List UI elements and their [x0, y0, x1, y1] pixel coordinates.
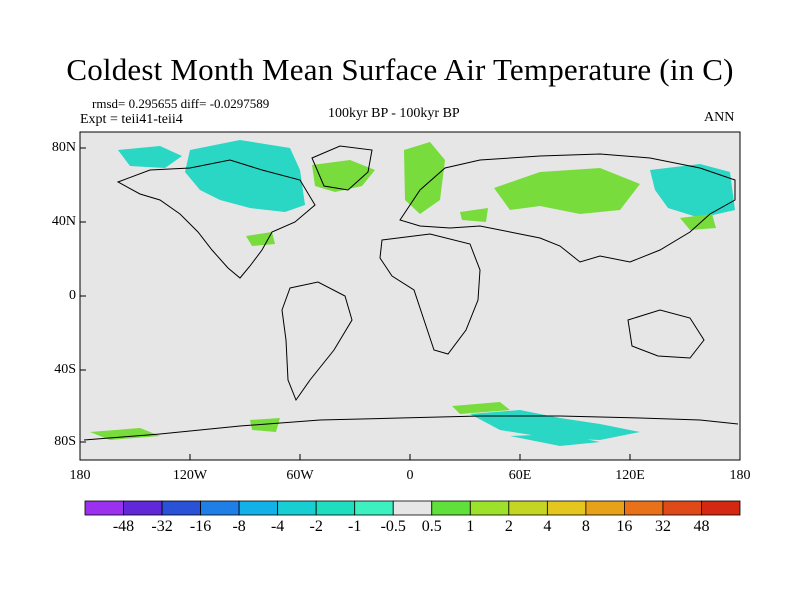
colorbar-label: 1	[466, 518, 475, 535]
stats-line: rmsd= 0.295655 diff= -0.0297589	[92, 96, 270, 111]
colorbar	[84, 500, 741, 516]
colorbar-swatch	[469, 500, 510, 516]
lat-tick-40n: 40N	[51, 214, 76, 229]
colorbar-label: -48	[112, 518, 135, 535]
colorbar-label: -32	[151, 518, 173, 535]
colorbar-label: 4	[543, 518, 552, 535]
lon-tick-120w: 120W	[172, 468, 208, 483]
lat-tick-80s: 80S	[54, 434, 76, 449]
colorbar-label: 8	[581, 518, 590, 535]
colorbar-label: -0.5	[380, 518, 406, 535]
colorbar-swatch	[508, 500, 548, 516]
lat-tick-40s: 40S	[54, 362, 76, 377]
colorbar-swatch	[161, 500, 201, 516]
lon-tick-180e: 180	[729, 468, 751, 483]
colorbar-label: 16	[616, 518, 633, 535]
lon-tick-120e: 120E	[615, 468, 645, 483]
colorbar-swatch	[431, 500, 471, 516]
warm-anomaly-patches	[90, 142, 716, 440]
colorbar-swatch	[123, 500, 163, 516]
lat-tick-0: 0	[69, 288, 76, 303]
colorbar-label: 0.5	[421, 518, 442, 535]
colorbar-swatch	[585, 500, 625, 516]
colorbar-swatch	[238, 500, 279, 516]
lon-tick-180w: 180	[69, 468, 91, 483]
colorbar-label: -16	[189, 518, 212, 535]
experiment-label: Expt = teii41-teii4	[80, 112, 183, 127]
colorbar-swatch	[84, 500, 124, 516]
colorbar-label: 32	[654, 518, 671, 535]
colorbar-swatch	[354, 500, 394, 516]
coastlines	[83, 145, 739, 441]
period-label: 100kyr BP - 100kyr BP	[328, 106, 460, 121]
colorbar-swatch	[392, 500, 433, 516]
season-label: ANN	[704, 110, 735, 125]
colorbar-swatch	[701, 500, 741, 516]
colorbar-label: -2	[309, 518, 323, 535]
cool-anomaly-patches	[118, 140, 735, 446]
colorbar-label: 2	[504, 518, 513, 535]
colorbar-label: -4	[270, 518, 285, 535]
colorbar-swatch	[200, 500, 240, 516]
lat-tick-80n: 80N	[51, 140, 76, 155]
axis-ticks	[79, 147, 741, 460]
lon-tick-0: 0	[406, 468, 414, 483]
lon-tick-60e: 60E	[508, 468, 532, 483]
colorbar-swatch	[624, 500, 664, 516]
colorbar-swatch	[662, 500, 702, 516]
colorbar-label: -8	[232, 518, 246, 535]
map-title: Coldest Month Mean Surface Air Temperatu…	[66, 52, 734, 87]
colorbar-swatch	[546, 500, 587, 516]
lon-tick-60w: 60W	[286, 468, 314, 483]
colorbar-swatch	[277, 500, 317, 516]
colorbar-label: 48	[693, 518, 710, 535]
colorbar-swatch	[315, 500, 356, 516]
colorbar-label: -1	[348, 518, 362, 535]
